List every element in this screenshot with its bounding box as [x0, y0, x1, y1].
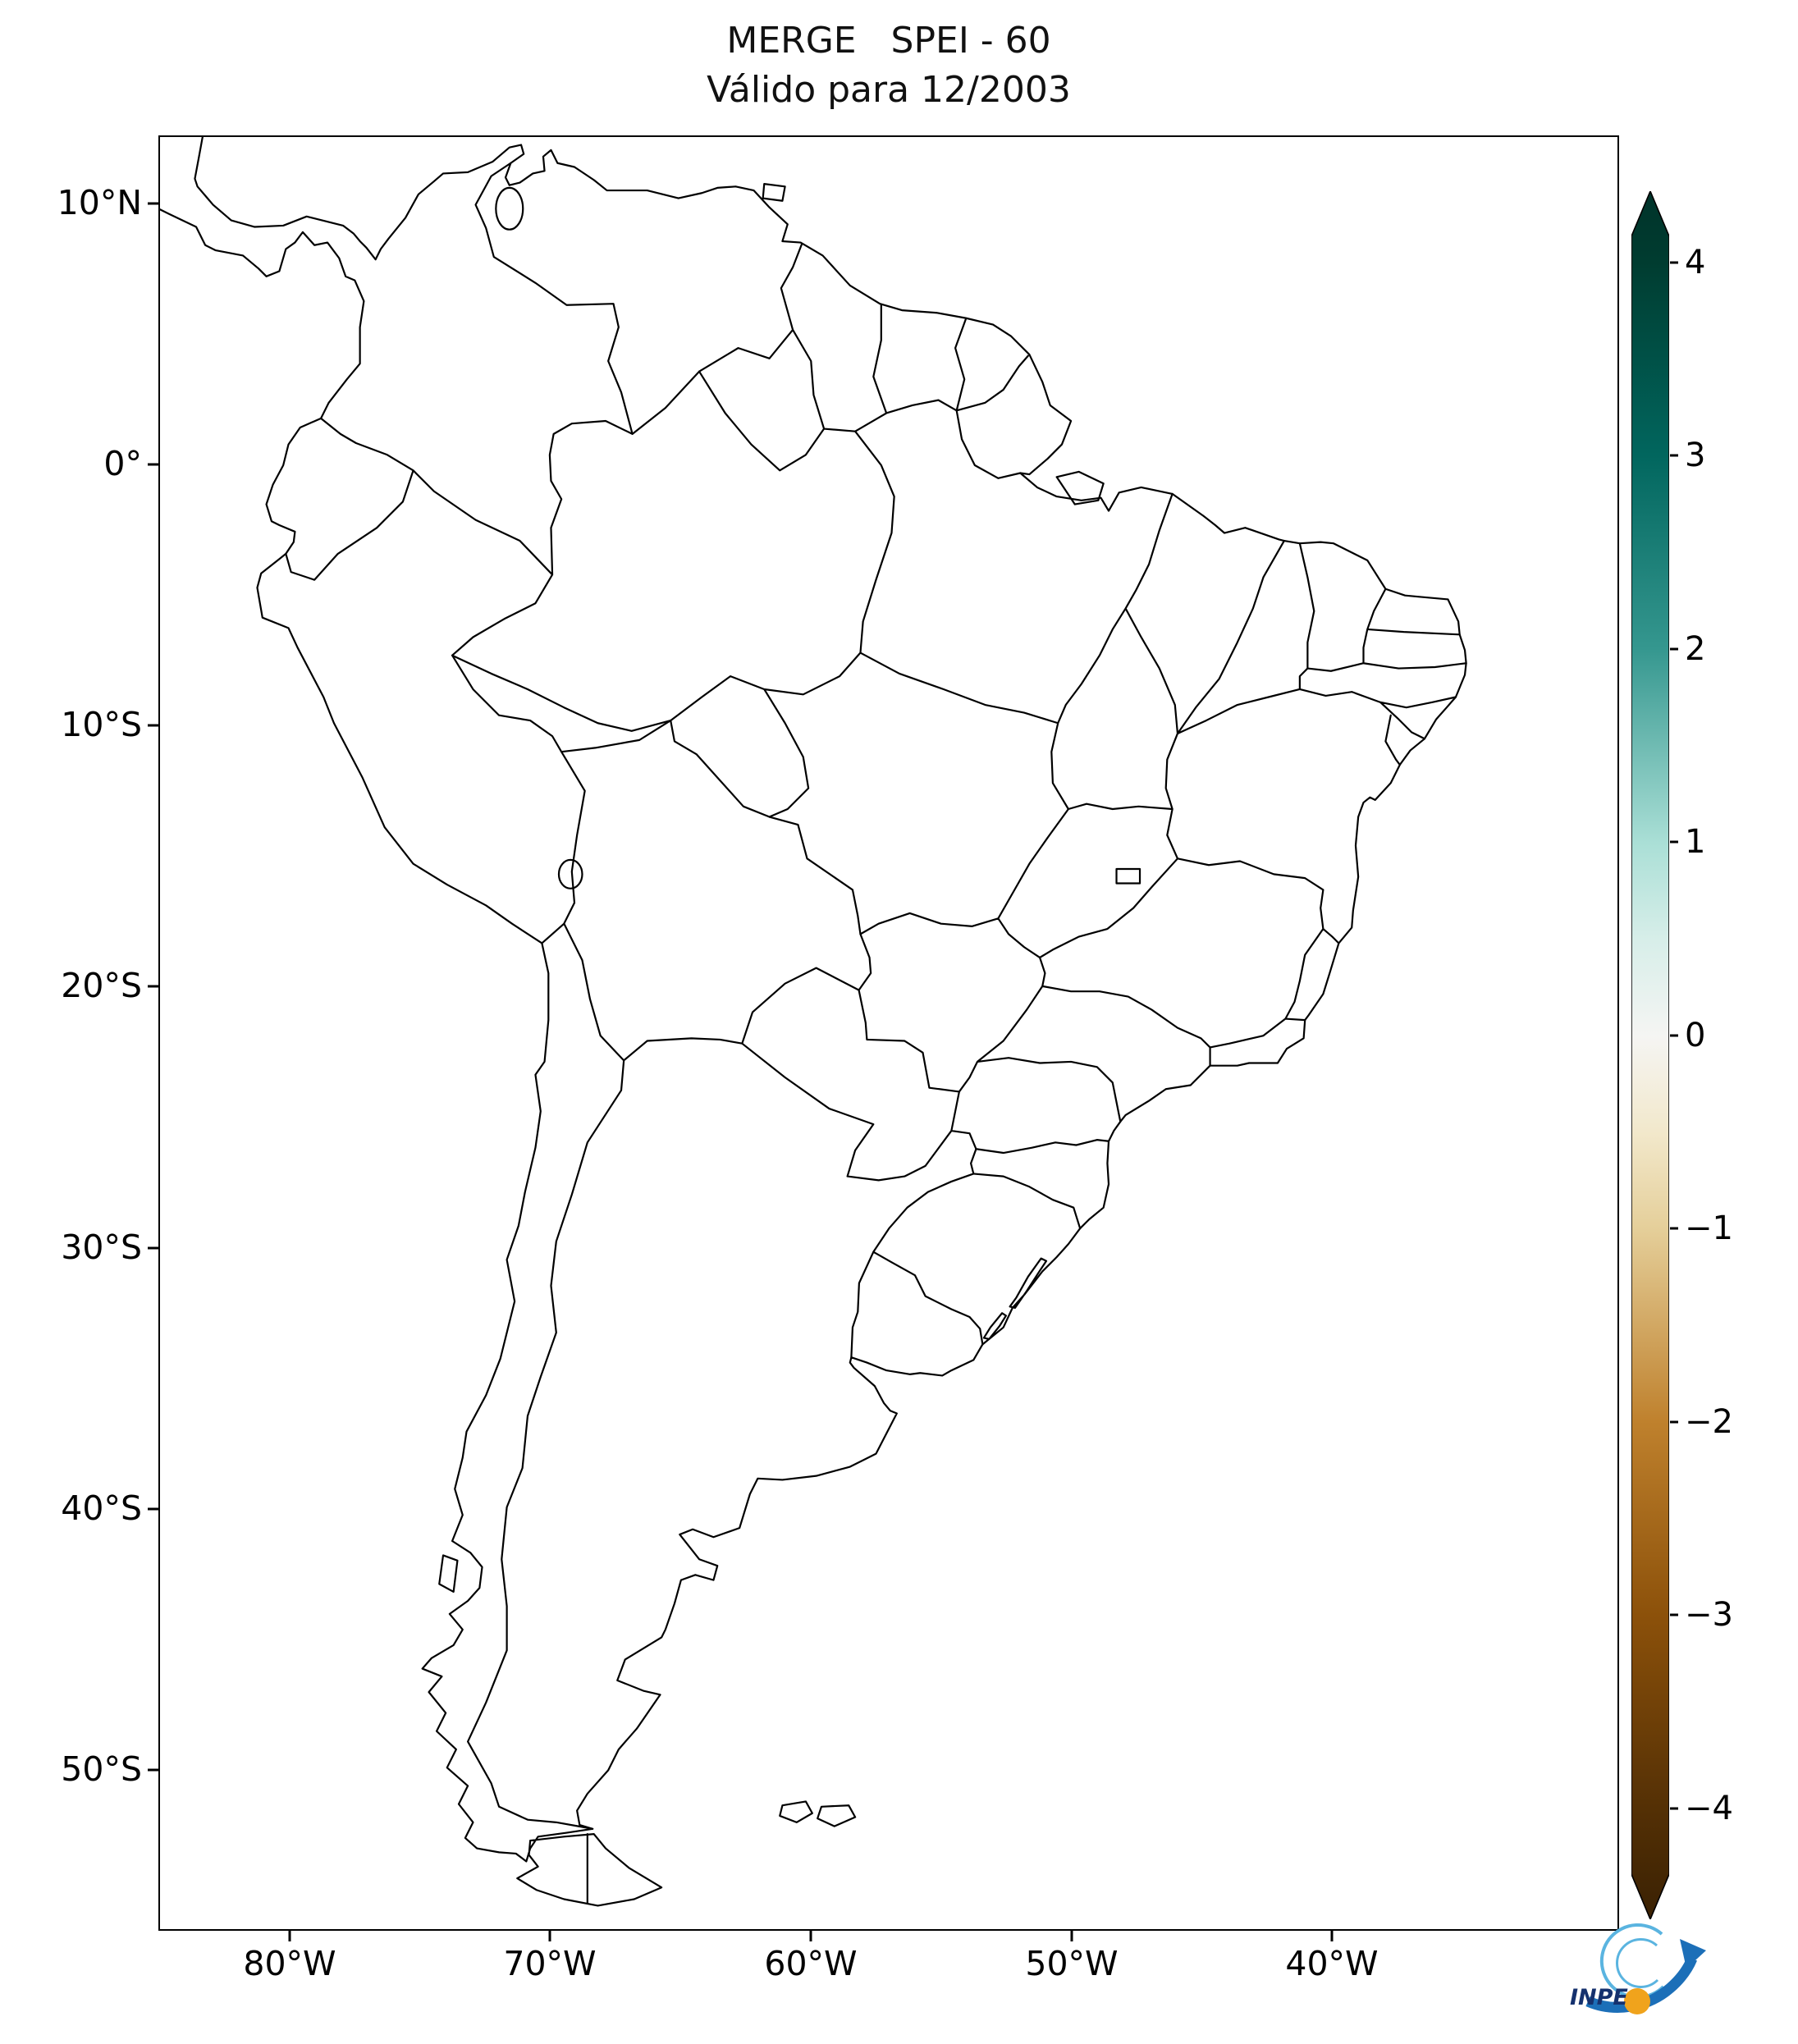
state-borders [452, 372, 1466, 1228]
y-axis-tick-label: 20°S [61, 966, 142, 1006]
lake-titicaca [559, 860, 583, 889]
y-axis-tick-label: 10°S [61, 705, 142, 745]
figure-subtitle: Válido para 12/2003 [707, 69, 1071, 111]
lake-maracaibo [496, 188, 523, 230]
colorbar-tick-mark [1670, 454, 1678, 457]
colorbar-tick-label: −3 [1685, 1596, 1733, 1634]
orange-dot [1624, 1988, 1650, 2014]
swoosh-arrow-icon [1585, 1956, 1697, 2013]
y-tick-mark [148, 1246, 158, 1250]
colorbar-tick-label: −1 [1685, 1209, 1733, 1247]
x-tick-mark [1330, 1931, 1334, 1941]
y-axis-tick-label: 30°S [61, 1228, 142, 1268]
colorbar-tick-mark [1670, 261, 1678, 264]
y-tick-mark [148, 202, 158, 205]
y-axis-tick-label: 10°N [57, 183, 142, 223]
colorbar-tick-mark [1670, 1807, 1678, 1810]
y-tick-mark [148, 463, 158, 466]
x-tick-mark [809, 1931, 812, 1941]
x-axis-tick-label: 60°W [764, 1944, 858, 1983]
x-axis-tick-label: 70°W [503, 1944, 597, 1983]
figure-title: MERGE SPEI - 60 [726, 20, 1051, 62]
south-america-map [160, 137, 1617, 1929]
colorbar-tick-label: 0 [1685, 1017, 1706, 1054]
x-tick-mark [1070, 1931, 1073, 1941]
colorbar-tick-label: −2 [1685, 1403, 1733, 1441]
colorbar-gradient [1631, 191, 1669, 1919]
colorbar-tick-label: 4 [1685, 244, 1706, 281]
colorbar-tick-label: 2 [1685, 630, 1706, 668]
coastline [160, 137, 1466, 1905]
colorbar-tick-mark [1670, 840, 1678, 844]
y-tick-mark [148, 985, 158, 988]
colorbar-tick-label: 1 [1685, 823, 1706, 861]
colorbar-tick-mark [1670, 647, 1678, 651]
x-tick-mark [288, 1931, 291, 1941]
map-axes: INPE [158, 135, 1706, 2014]
x-tick-mark [548, 1931, 551, 1941]
colorbar-tick-mark [1670, 1034, 1678, 1037]
country-borders [286, 163, 1027, 1904]
y-axis-tick-label: 0° [103, 444, 142, 484]
x-axis-tick-label: 80°W [243, 1944, 336, 1983]
colorbar-tick-label: 3 [1685, 437, 1706, 474]
inpe-logo: INPE [1570, 1923, 1706, 2014]
y-axis-tick-label: 50°S [61, 1749, 142, 1790]
colorbar-tick-label: −4 [1685, 1790, 1733, 1827]
y-tick-mark [148, 1507, 158, 1511]
y-tick-mark [148, 1768, 158, 1772]
swoosh-arrowhead-icon [1680, 1939, 1706, 1969]
colorbar-tick-mark [1670, 1613, 1678, 1616]
colorbar [1631, 191, 1669, 1919]
inpe-logo-text: INPE [1570, 1985, 1628, 2010]
x-axis-tick-label: 50°W [1025, 1944, 1119, 1983]
orbit-arcs-icon [1616, 1937, 1659, 1988]
x-axis-tick-label: 40°W [1285, 1944, 1379, 1983]
colorbar-tick-mark [1670, 1420, 1678, 1424]
y-tick-mark [148, 724, 158, 727]
y-axis-tick-label: 40°S [61, 1488, 142, 1529]
colorbar-tick-mark [1670, 1227, 1678, 1230]
